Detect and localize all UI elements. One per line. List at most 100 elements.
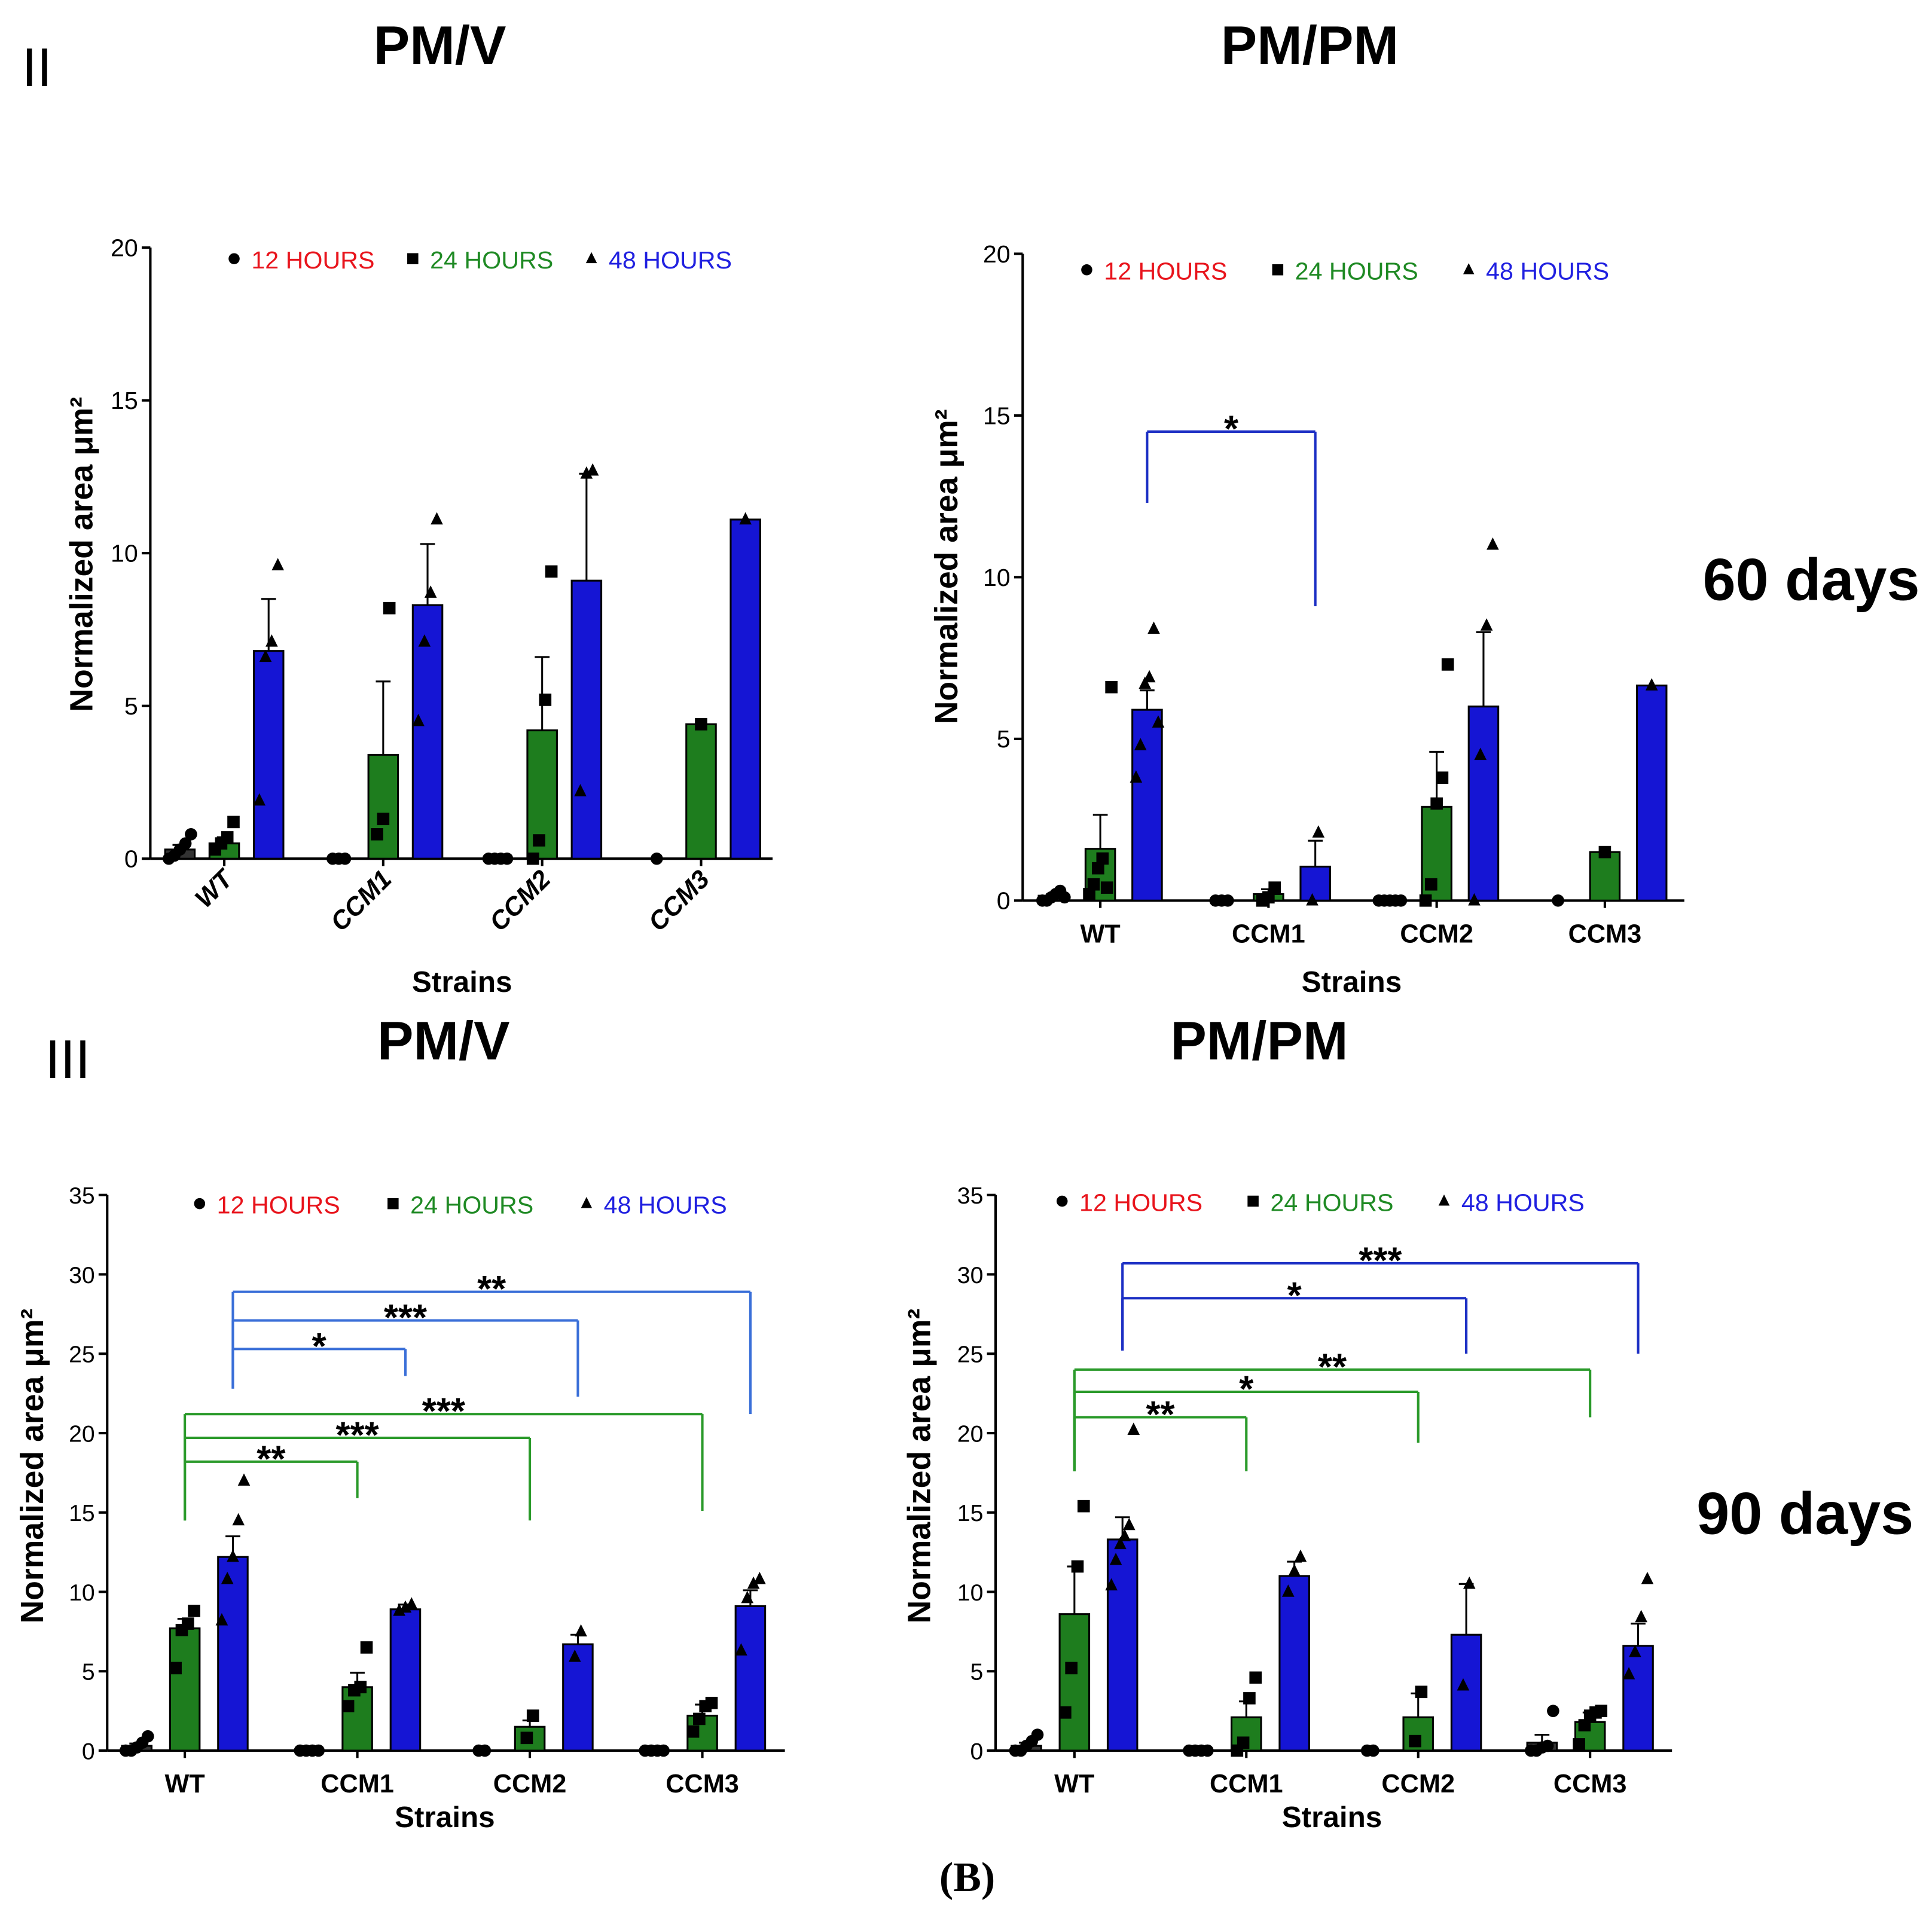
x-tick-label: CCM2	[1381, 1770, 1455, 1798]
point	[1114, 1537, 1127, 1550]
bar	[1278, 1575, 1310, 1752]
point	[253, 793, 266, 806]
point	[141, 1730, 154, 1743]
y-tick-label: 10	[957, 1580, 984, 1606]
row-label: 90 days	[1696, 1480, 1913, 1546]
point	[526, 852, 539, 865]
bar	[1450, 1633, 1482, 1752]
point	[1312, 825, 1325, 838]
point	[1268, 881, 1281, 894]
point	[1425, 878, 1437, 891]
point	[1083, 888, 1095, 900]
point	[1071, 1560, 1084, 1573]
y-tick-label: 20	[957, 1421, 984, 1447]
point	[418, 634, 431, 647]
legend-marker	[228, 253, 240, 264]
x-tick-label: CCM1	[1232, 920, 1305, 948]
point	[371, 828, 383, 841]
y-tick-label: 35	[957, 1183, 984, 1209]
point	[575, 1624, 587, 1637]
point	[1092, 862, 1104, 875]
point	[1409, 1734, 1421, 1748]
legend-label: 12 HOURS	[1079, 1189, 1202, 1217]
x-axis-label: Strains	[412, 966, 512, 998]
point	[221, 1571, 234, 1584]
point	[1635, 1609, 1647, 1623]
bar	[734, 1605, 767, 1752]
x-tick-label: CCM3	[1568, 920, 1642, 948]
y-tick-label: 15	[983, 402, 1011, 429]
point	[1222, 894, 1234, 907]
y-tick-label: 0	[997, 887, 1011, 915]
legend-marker	[407, 253, 419, 264]
point	[574, 784, 587, 797]
legend-label: 24 HOURS	[410, 1192, 533, 1219]
y-tick-label: 15	[69, 1501, 95, 1526]
legend-marker	[1463, 263, 1475, 274]
legend-marker	[1247, 1195, 1259, 1207]
point	[1130, 770, 1143, 783]
y-tick-label: 25	[957, 1342, 984, 1368]
point	[383, 601, 396, 615]
point	[1622, 1667, 1635, 1679]
point	[1065, 1661, 1078, 1675]
y-tick-label: 15	[957, 1501, 984, 1526]
point	[1077, 1499, 1090, 1513]
point	[533, 834, 545, 847]
point	[586, 463, 599, 476]
point	[360, 1641, 373, 1654]
y-tick-label: 5	[124, 692, 138, 720]
bar	[1635, 685, 1668, 902]
x-tick-label: CCM3	[643, 865, 715, 937]
x-tick-label: CCM2	[493, 1770, 567, 1798]
y-tick-label: 0	[970, 1739, 984, 1764]
point	[1480, 618, 1493, 631]
legend-marker	[194, 1198, 206, 1209]
point	[1394, 894, 1408, 907]
point	[1059, 1706, 1072, 1719]
legend-marker	[585, 252, 597, 264]
significance-label: **	[477, 1269, 506, 1310]
bar	[685, 723, 717, 860]
point	[1552, 894, 1564, 907]
point	[1430, 797, 1443, 810]
point	[354, 1681, 367, 1694]
point	[181, 1617, 194, 1630]
point	[1118, 1529, 1131, 1541]
point	[1598, 845, 1611, 859]
point	[1096, 852, 1109, 865]
y-tick-label: 15	[111, 387, 138, 414]
y-tick-label: 10	[69, 1580, 95, 1606]
point	[1152, 715, 1165, 728]
chart: PM/PM 0 5 10 15 20 25 30 35 WT CCM1 CCM2 CCM3 Strains…	[902, 1011, 1672, 1834]
point	[753, 1571, 766, 1584]
point	[545, 565, 558, 578]
y-axis-label: Normalized area μm²	[65, 397, 100, 712]
point	[377, 813, 390, 826]
bar	[1131, 708, 1163, 902]
bar	[562, 1643, 594, 1752]
point	[412, 713, 425, 726]
point	[405, 1597, 418, 1610]
point	[705, 1697, 718, 1709]
point	[478, 1744, 492, 1757]
point	[741, 1590, 754, 1603]
significance-label: *	[1224, 408, 1238, 450]
x-tick-label: CCM2	[484, 865, 557, 937]
y-tick-label: 5	[82, 1660, 95, 1685]
point	[1573, 1738, 1585, 1751]
point	[657, 1744, 670, 1757]
point	[179, 837, 192, 850]
y-tick-label: 30	[69, 1263, 95, 1288]
x-tick-label: CCM1	[325, 865, 398, 937]
x-tick-label: WT	[1054, 1770, 1094, 1798]
bar	[411, 604, 444, 860]
point	[188, 1605, 200, 1617]
x-tick-label: CCM3	[666, 1770, 739, 1798]
point	[1031, 1728, 1044, 1741]
point	[1415, 1685, 1428, 1699]
legend-marker	[1081, 264, 1092, 276]
bar	[341, 1686, 373, 1752]
point	[393, 1603, 405, 1616]
